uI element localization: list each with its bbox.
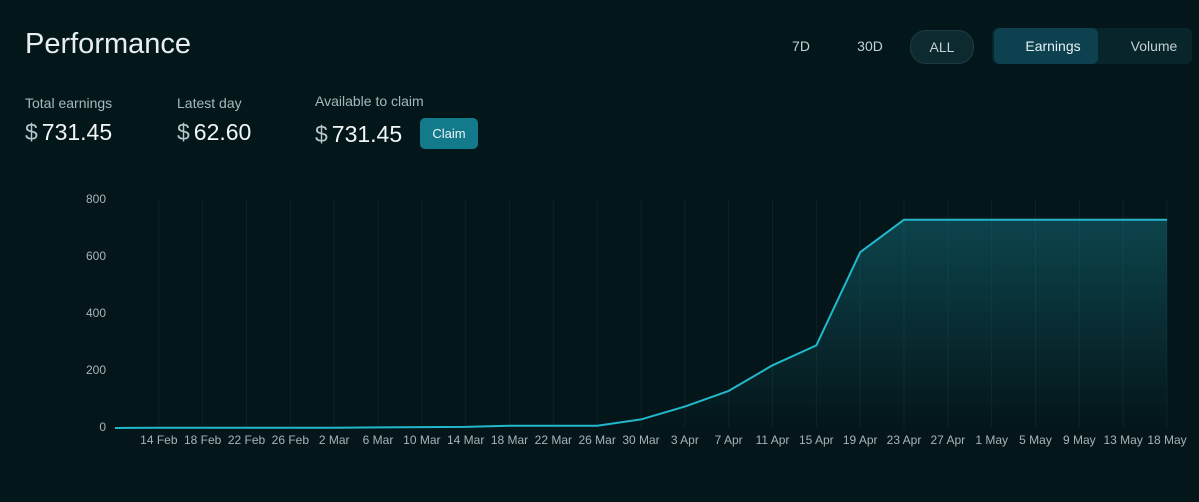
y-tick-label: 400 (86, 306, 106, 320)
x-tick-label: 18 May (1147, 433, 1186, 447)
y-tick-label: 200 (86, 363, 106, 377)
amount: 62.60 (193, 119, 252, 145)
amount: 731.45 (41, 119, 113, 145)
page-title: Performance (25, 28, 192, 60)
x-tick-label: 27 Apr (930, 433, 965, 447)
x-tick-label: 18 Feb (184, 433, 222, 447)
stat-value: $731.45 (25, 119, 112, 146)
x-tick-label: 22 Feb (228, 433, 266, 447)
currency: $ (315, 121, 328, 147)
range-button[interactable]: 7D (792, 38, 810, 54)
x-tick-label: 14 Mar (447, 433, 484, 447)
x-tick-label: 1 May (975, 433, 1008, 447)
x-tick-label: 15 Apr (799, 433, 834, 447)
line (114, 218, 1167, 429)
metric-button[interactable]: Earnings (994, 28, 1098, 64)
x-tick-label: 23 Apr (887, 433, 922, 447)
y-tick-label: 600 (86, 249, 106, 263)
x-tick-label: 11 Apr (756, 433, 790, 447)
x-tick-label: 18 Mar (491, 433, 528, 447)
x-tick-label: 22 Mar (535, 433, 572, 447)
stat-value: $62.60 (177, 119, 251, 146)
claim-button[interactable]: Claim (420, 118, 478, 149)
stat-label: Total earnings (25, 95, 113, 111)
metric-button[interactable]: Volume (1100, 28, 1194, 64)
x-tick-label: 26 Mar (578, 433, 615, 447)
stat-label: Latest day (177, 95, 242, 111)
currency: $ (25, 119, 38, 145)
metric-label: Earnings (1025, 38, 1081, 54)
x-tick-label: 10 Mar (403, 433, 440, 447)
x-tick-label: 19 Apr (843, 433, 878, 447)
x-tick-label: 13 May (1103, 433, 1142, 447)
x-tick-label: 26 Feb (272, 433, 310, 447)
y-tick-label: 0 (99, 420, 106, 434)
x-tick-label: 3 Apr (671, 433, 699, 447)
x-tick-label: 6 Mar (363, 433, 394, 447)
stat-label: Available to claim (315, 93, 424, 109)
amount: 731.45 (331, 121, 403, 147)
currency: $ (177, 119, 190, 145)
y-tick-label: 800 (86, 192, 106, 206)
x-tick-label: 2 Mar (319, 433, 350, 447)
stat-value: $731.45 (315, 121, 402, 148)
x-tick-label: 7 Apr (715, 433, 743, 447)
area (115, 219, 1167, 428)
x-tick-label: 30 Mar (622, 433, 659, 447)
range-button[interactable]: ALL (910, 30, 974, 64)
x-tick-label: 14 Feb (140, 433, 178, 447)
metric-label: Volume (1130, 38, 1178, 54)
x-tick-label: 5 May (1019, 433, 1052, 447)
range-button[interactable]: 30D (857, 38, 883, 54)
x-tick-label: 9 May (1063, 433, 1096, 447)
